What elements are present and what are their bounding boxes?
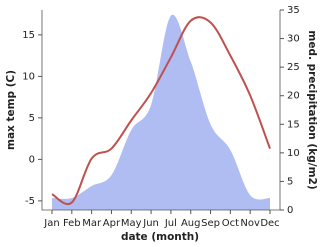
x-tick-label: Jun	[142, 218, 159, 229]
x-tick-label: Jan	[43, 218, 59, 229]
y2-axis-label: med. precipitation (kg/m2)	[306, 30, 318, 189]
y2-tick-label: 35	[287, 5, 300, 16]
x-tick-label: Aug	[181, 218, 201, 229]
y-tick-label: 10	[22, 71, 35, 82]
y2-tick-label: 10	[287, 148, 300, 159]
y-tick-label: 15	[22, 30, 35, 41]
y-tick-label: 5	[29, 113, 35, 124]
temp-line	[51, 16, 271, 205]
x-tick-label: May	[121, 218, 142, 229]
x-tick-label: Sep	[201, 218, 220, 229]
y2-tick-label: 15	[287, 119, 300, 130]
x-tick-label: Feb	[63, 218, 81, 229]
y2-tick-label: 25	[287, 62, 300, 73]
y2-tick-label: 5	[287, 176, 293, 187]
y2-tick-label: 30	[287, 34, 300, 45]
x-tick-label: Mar	[82, 218, 102, 229]
y-tick-label: -5	[25, 196, 35, 207]
x-tick-label: Jul	[164, 218, 177, 229]
x-tick-label: Nov	[240, 218, 260, 229]
precip-area	[52, 14, 270, 210]
y2-tick-label: 0	[287, 205, 293, 216]
axes	[41, 10, 281, 211]
y-axis-label: max temp (C)	[5, 70, 17, 150]
x-tick-label: Apr	[103, 218, 121, 229]
y-tick-label: 0	[29, 154, 35, 165]
x-tick-label: Oct	[222, 218, 239, 229]
x-tick-label: Dec	[260, 218, 279, 229]
y2-tick-label: 20	[287, 91, 300, 102]
x-axis-label: date (month)	[121, 231, 199, 243]
